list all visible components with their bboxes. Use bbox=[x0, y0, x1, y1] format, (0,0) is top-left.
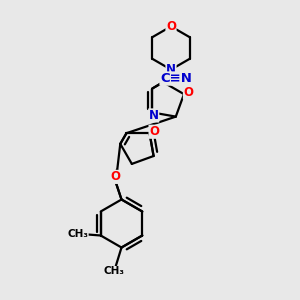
Text: O: O bbox=[184, 86, 194, 99]
Text: O: O bbox=[149, 125, 159, 138]
Text: CH₃: CH₃ bbox=[67, 229, 88, 239]
Text: N: N bbox=[149, 109, 159, 122]
Text: O: O bbox=[111, 170, 121, 183]
Text: N: N bbox=[166, 63, 176, 76]
Text: O: O bbox=[166, 20, 176, 33]
Text: CH₃: CH₃ bbox=[103, 266, 124, 277]
Text: C≡N: C≡N bbox=[160, 72, 192, 85]
